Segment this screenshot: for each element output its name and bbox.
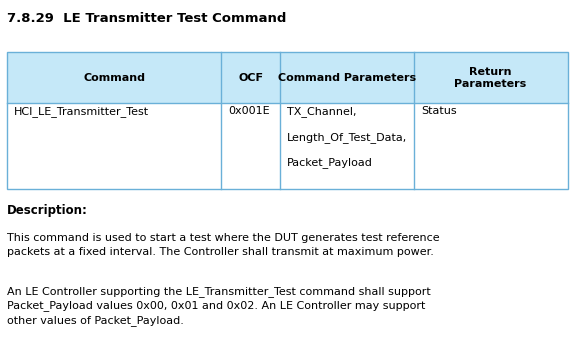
Text: HCI_LE_Transmitter_Test: HCI_LE_Transmitter_Test	[14, 106, 149, 117]
Text: Command Parameters: Command Parameters	[278, 73, 416, 83]
Text: TX_Channel,: TX_Channel,	[287, 106, 356, 117]
Text: Packet_Payload: Packet_Payload	[287, 157, 373, 168]
Text: This command is used to start a test where the DUT generates test reference
pack: This command is used to start a test whe…	[7, 233, 439, 257]
Text: Command: Command	[83, 73, 145, 83]
Text: Return
Parameters: Return Parameters	[454, 67, 526, 89]
Text: An LE Controller supporting the LE_Transmitter_Test command shall support
Packet: An LE Controller supporting the LE_Trans…	[7, 286, 431, 326]
Text: Status: Status	[421, 106, 457, 117]
Text: OCF: OCF	[238, 73, 263, 83]
Bar	[7, 52, 568, 189]
Text: 7.8.29  LE Transmitter Test Command: 7.8.29 LE Transmitter Test Command	[7, 12, 286, 25]
Text: 0x001E: 0x001E	[228, 106, 270, 117]
Text: Length_Of_Test_Data,: Length_Of_Test_Data,	[287, 132, 407, 143]
Text: Description:: Description:	[7, 204, 88, 217]
Bar	[7, 52, 568, 103]
